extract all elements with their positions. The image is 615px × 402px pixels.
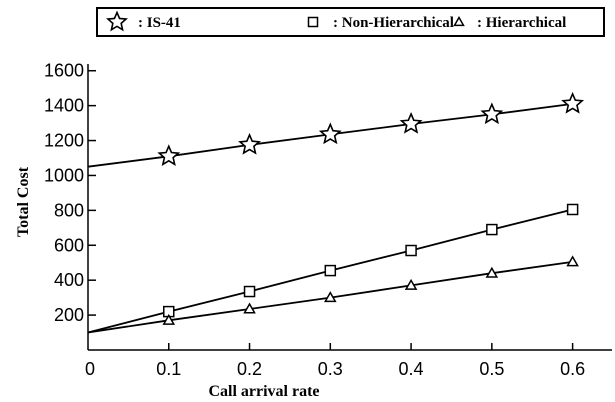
series-triangle <box>87 255 579 334</box>
x-axis-title: Call arrival rate <box>208 383 319 400</box>
y-tick-label: 1200 <box>44 131 84 151</box>
data-point-triangle <box>162 313 176 325</box>
data-point-square <box>486 223 498 236</box>
y-tick-label: 800 <box>54 200 84 220</box>
series-star <box>87 91 585 168</box>
legend-triangle-icon <box>453 15 465 27</box>
x-tick-label: 0.2 <box>237 359 262 379</box>
data-point-triangle <box>324 291 337 303</box>
data-point-star <box>561 91 585 114</box>
y-tick-label: 600 <box>54 235 84 255</box>
y-tick-label: 1600 <box>44 61 84 81</box>
legend-label: : IS-41 <box>138 15 181 31</box>
x-axis-ticks: 0 0.1 0.2 0.3 0.4 0.5 0.6 <box>85 343 585 379</box>
data-point-star <box>238 132 261 155</box>
x-tick-label: 0.5 <box>479 359 504 379</box>
y-axis-title: Total Cost <box>15 166 32 237</box>
data-point-triangle <box>404 278 418 290</box>
data-point-star <box>480 102 504 125</box>
legend-label: : Non-Hierarchical <box>333 15 454 31</box>
data-point-star <box>399 111 423 134</box>
y-tick-label: 400 <box>54 270 84 290</box>
series-square <box>87 203 579 334</box>
data-point-star <box>318 122 342 145</box>
axes <box>87 64 612 351</box>
x-tick-label: 0.6 <box>560 359 585 379</box>
x-tick-label: 0.3 <box>318 359 343 379</box>
y-tick-label: 1400 <box>44 96 84 116</box>
data-point-square <box>566 203 579 216</box>
legend-star-icon <box>106 10 128 32</box>
data-point-square <box>405 244 417 257</box>
legend-label: : Hierarchical <box>477 15 566 31</box>
series-layer <box>87 91 585 334</box>
data-point-square <box>324 264 337 277</box>
data-point-triangle <box>566 255 579 267</box>
data-point-triangle <box>243 302 256 314</box>
legend-square-icon <box>307 16 319 28</box>
x-tick-label: 0.1 <box>156 359 181 379</box>
y-axis-ticks: 200 400 600 800 1000 1200 1400 1600 <box>44 61 96 325</box>
data-point-square <box>243 285 256 298</box>
legend: : IS-41 : Non-Hierarchical : Hierarchical <box>96 7 605 37</box>
y-tick-label: 1000 <box>44 165 84 185</box>
data-point-star <box>157 144 181 166</box>
data-point-triangle <box>485 266 499 278</box>
x-tick-label: 0 <box>85 359 95 379</box>
legend-box <box>96 7 605 37</box>
x-tick-label: 0.4 <box>399 359 424 379</box>
y-tick-label: 200 <box>54 305 84 325</box>
